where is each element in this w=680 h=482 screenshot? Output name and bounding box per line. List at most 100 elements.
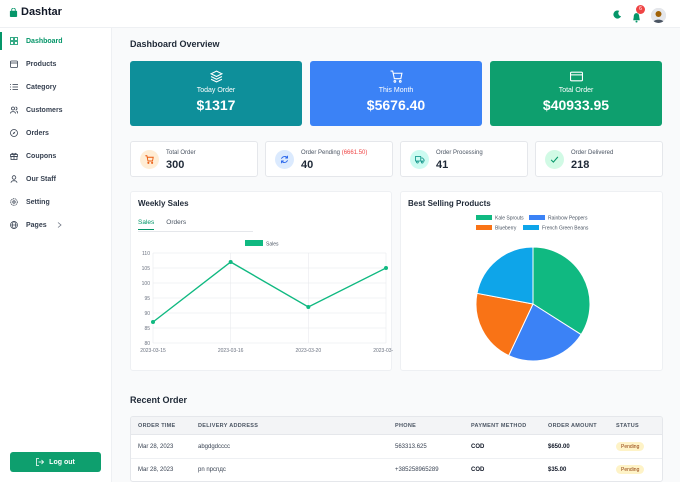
y-tick-label: 105 [142,266,151,272]
mini-label: Order Processing [436,150,483,156]
bag-icon [9,7,18,17]
legend-label: Kale Sprouts [495,216,524,222]
column-header: PHONE [395,423,417,429]
legend-label: Rainbow Peppers [548,216,588,222]
legend-swatch [476,225,492,230]
sidebar-item-orders[interactable]: Orders [0,124,112,142]
notifications-button[interactable]: 6 [631,4,645,23]
box-icon [10,60,18,68]
table-row[interactable]: Mar 28, 2023 abgdgdcccc 563313.625 COD $… [131,436,662,459]
column-header: STATUS [616,423,639,429]
best-selling-title: Best Selling Products [408,199,491,208]
cell-order-time: Mar 28, 2023 [138,444,174,450]
legend-label: Blueberry [495,226,517,232]
table-header: ORDER TIME DELIVERY ADDRESS PHONE PAYMEN… [131,417,662,435]
cell-amount: $650.00 [548,444,570,450]
cell-address: pn npcnдс [198,467,226,473]
y-tick-label: 90 [144,311,150,317]
stat-value: $5676.40 [366,97,426,113]
dark-mode-toggle[interactable] [613,6,622,24]
sidebar-item-label: Pages [26,221,47,229]
table-row[interactable]: Mar 28, 2023 pn npcnдс +385258965289 COD… [131,459,662,481]
y-tick-label: 85 [144,326,150,332]
legend-label: Sales [266,242,279,248]
pie-slice [476,246,534,305]
chevron-right-icon [57,222,62,228]
recent-orders-table: ORDER TIME DELIVERY ADDRESS PHONE PAYMEN… [130,416,663,482]
sidebar-item-label: Orders [26,129,49,137]
mini-value: 41 [436,159,449,171]
logout-button[interactable]: Log out [10,452,101,472]
y-tick-label: 100 [142,281,151,287]
best-selling-panel: Best Selling Products Kale Sprouts Rainbo… [400,191,663,371]
x-tick-label: 2023-03-15 [140,348,166,354]
pie-slice [475,292,534,357]
data-point [384,266,388,270]
compass-icon [10,129,18,137]
sidebar-item-label: Category [26,83,57,91]
user-icon [10,175,18,183]
legend-swatch [245,240,263,246]
column-header: ORDER TIME [138,423,176,429]
weekly-sales-panel: Weekly Sales Sales Orders Sales 80 85 90 95 1… [130,191,393,371]
sidebar-item-products[interactable]: Products [0,55,112,73]
stat-card-today-order: Today Order $1317 [130,61,302,126]
mini-value: 300 [166,159,185,171]
best-selling-chart: Kale Sprouts Rainbow Peppers Blueberry Fren… [475,215,591,362]
x-tick-label: 2023-03-23 [373,348,393,354]
sidebar-item-setting[interactable]: Setting [0,193,112,211]
logout-label: Log out [49,458,75,466]
y-tick-label: 80 [144,341,150,347]
sidebar-item-label: Coupons [26,152,57,160]
mini-value: 40 [301,159,314,171]
sidebar-item-label: Our Staff [26,175,56,183]
cell-amount: $35.00 [548,467,567,473]
user-avatar[interactable] [651,7,666,23]
sidebar-item-label: Products [26,60,57,68]
cell-phone: 563313.625 [395,444,427,450]
mini-card-order-processing: Order Processing 41 [400,141,528,177]
sidebar-item-customers[interactable]: Customers [0,101,112,119]
cart-icon [390,70,403,83]
app-name: Dashtar [21,6,62,18]
legend-swatch [523,225,539,230]
data-point [151,320,155,324]
sidebar-item-dashboard[interactable]: Dashboard [0,32,112,50]
stat-value: $40933.95 [542,97,610,113]
y-tick-label: 95 [144,296,150,302]
gift-icon [10,152,18,160]
sidebar-item-our-staff[interactable]: Our Staff [0,170,112,188]
stat-label: Total Order [558,87,594,94]
check-icon [550,156,559,163]
stat-label: This Month [378,87,414,94]
tab-sales[interactable]: Sales [138,219,155,230]
status-badge: Pending [616,465,645,474]
tab-orders[interactable]: Orders [166,219,187,226]
cart-icon [145,155,154,164]
y-tick-label: 110 [142,251,150,257]
mini-label: Total Order [166,150,196,156]
sidebar: Dashboard Products Category Customers Or… [0,28,112,482]
column-header: PAYMENT METHOD [471,423,527,429]
notification-badge: 6 [636,4,645,14]
status-badge: Pending [616,442,645,451]
stat-label: Today Order [196,87,236,94]
sidebar-item-pages[interactable]: Pages [0,216,112,234]
weekly-sales-title: Weekly Sales [138,199,189,208]
sidebar-item-category[interactable]: Category [0,78,112,96]
app-logo[interactable]: Dashtar [9,6,62,18]
mini-label: Order Delivered [571,150,614,156]
cell-order-time: Mar 28, 2023 [138,467,174,473]
legend-swatch [476,215,492,220]
sidebar-item-label: Customers [26,106,63,114]
column-header: DELIVERY ADDRESS [198,423,259,429]
page-title: Dashboard Overview [130,39,220,49]
top-bar: Dashtar 6 [0,0,680,28]
sidebar-item-label: Setting [26,198,50,206]
mini-value: 218 [571,159,590,171]
stat-card-this-month: This Month $5676.40 [310,61,482,126]
truck-icon [414,156,425,164]
sidebar-item-coupons[interactable]: Coupons [0,147,112,165]
column-header: ORDER AMOUNT [548,423,597,429]
stack-icon [209,70,223,83]
